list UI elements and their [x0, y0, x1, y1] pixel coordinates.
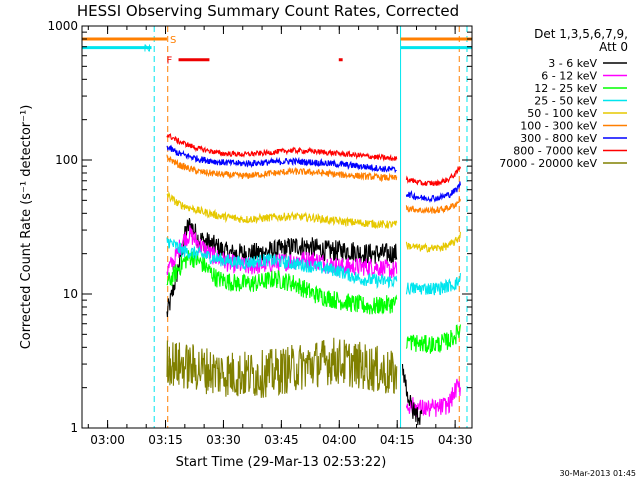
series-line-3-6-kev: [166, 217, 398, 318]
legend-label-800-7000-kev: 800 - 7000 keV: [513, 145, 597, 158]
legend-label-100-300-kev: 100 - 300 keV: [520, 120, 597, 133]
flag-label-s: S: [170, 35, 176, 46]
series-line-after-gap-100-300-kev: [405, 197, 461, 214]
legend-label-6-12-kev: 6 - 12 keV: [541, 70, 597, 83]
x-tick-label: 04:15: [380, 433, 415, 447]
series-line-after-gap-12-25-kev: [405, 324, 461, 354]
y-tick-label: 1000: [47, 19, 78, 33]
series-line-800-7000-kev: [166, 133, 398, 162]
plot-area: S N F: [82, 26, 472, 428]
series-line-after-gap-3-6-kev: [401, 363, 423, 426]
axes: 03:00 03:15 03:30 03:45 04:00 04:15 04:30 1 10 10…: [47, 19, 473, 447]
series-line-after-gap-50-100-kev: [405, 231, 461, 253]
series-line-7000-20000-kev: [166, 337, 398, 398]
series-line-after-gap-800-7000-kev: [405, 165, 461, 187]
chart-title: HESSI Observing Summary Count Rates, Cor…: [77, 2, 459, 20]
plot-frame: [81, 25, 473, 429]
series-line-12-25-kev: [166, 250, 398, 315]
y-tick-label: 10: [63, 287, 78, 301]
x-tick-label: 03:30: [206, 433, 241, 447]
plot-timestamp: 30-Mar-2013 01:45: [560, 469, 637, 478]
legend-header-line-1: Det 1,3,5,6,7,9,: [534, 27, 628, 41]
series-line-after-gap-300-800-kev: [405, 181, 461, 203]
series-line-after-gap-25-50-kev: [405, 273, 461, 296]
y-tick-label: 100: [55, 153, 78, 167]
series-line-100-300-kev: [166, 154, 398, 183]
y-tick-label: 1: [70, 421, 78, 435]
x-axis-label: Start Time (29-Mar-13 02:53:22): [176, 455, 387, 470]
flag-label-f: F: [167, 56, 173, 67]
legend-label-3-6-kev: 3 - 6 keV: [548, 57, 597, 70]
legend-label-50-100-kev: 50 - 100 keV: [527, 107, 597, 120]
series-line-50-100-kev: [166, 191, 398, 230]
series-line-25-50-kev: [166, 237, 398, 290]
series-line-after-gap-6-12-kev: [405, 378, 461, 418]
legend-header-line-2: Att 0: [599, 40, 628, 54]
x-tick-label: 03:15: [148, 433, 183, 447]
x-tick-label: 04:30: [438, 433, 473, 447]
legend-label-12-25-kev: 12 - 25 keV: [534, 82, 597, 95]
legend-label-300-800-kev: 300 - 800 keV: [520, 132, 597, 145]
x-tick-label: 04:00: [322, 433, 357, 447]
y-axis-label: Corrected Count Rate (s⁻¹ detector⁻¹): [19, 105, 34, 350]
x-tick-label: 03:45: [264, 433, 299, 447]
flag-label-n: N: [144, 44, 151, 55]
plot-clip-group: S N F: [82, 26, 472, 428]
x-tick-label: 03:00: [90, 433, 125, 447]
series-line-300-800-kev: [166, 144, 397, 174]
legend-label-25-50-kev: 25 - 50 keV: [534, 95, 597, 108]
legend-label-7000-20000-kev: 7000 - 20000 keV: [499, 157, 597, 170]
